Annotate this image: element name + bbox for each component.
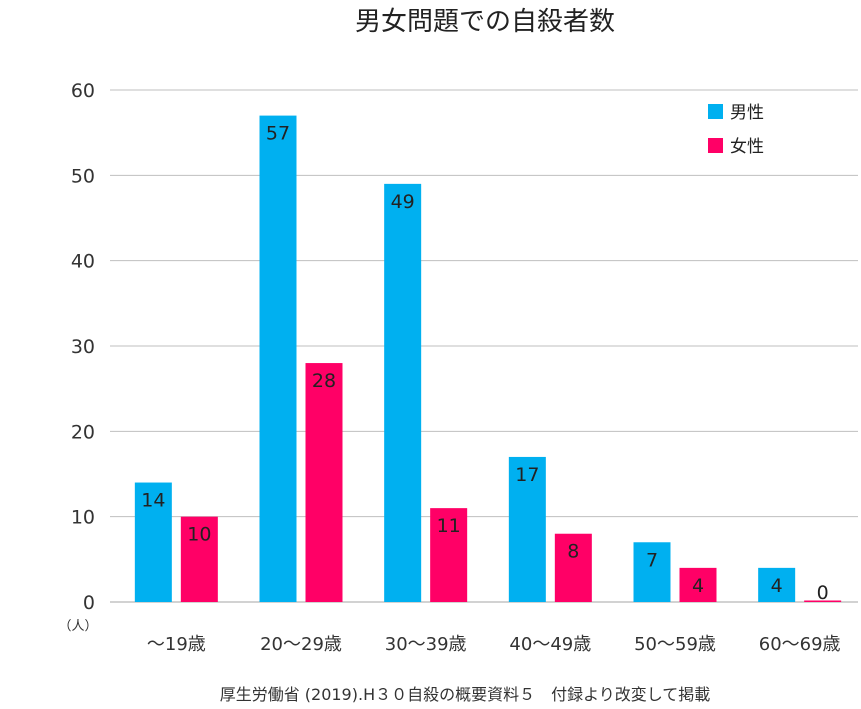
bar-male-3 — [508, 456, 546, 602]
y-tick-label: 10 — [71, 507, 95, 529]
data-label: 8 — [567, 541, 579, 563]
legend-swatch-0 — [708, 104, 723, 119]
bar-male-2 — [384, 183, 422, 602]
bar-male-5 — [758, 567, 796, 602]
data-label: 4 — [771, 575, 783, 597]
bars: 14 10 57 28 49 11 17 8 7 4 4 0 — [134, 115, 842, 604]
data-label: 10 — [187, 524, 211, 546]
bar-female-0 — [180, 516, 218, 602]
y-axis: 0 10 20 30 40 50 60 — [71, 80, 95, 614]
x-category-label: 40〜49歳 — [509, 634, 591, 655]
data-label: 4 — [692, 575, 704, 597]
x-category-label: 〜19歳 — [147, 634, 206, 655]
data-label: 0 — [817, 582, 829, 604]
legend-swatch-1 — [708, 138, 723, 153]
gridlines — [110, 89, 858, 603]
x-category-label: 30〜39歳 — [385, 634, 467, 655]
data-label: 28 — [312, 370, 336, 392]
x-axis: 〜19歳 20〜29歳 30〜39歳 40〜49歳 50〜59歳 60〜69歳 — [147, 634, 841, 655]
legend-label: 女性 — [730, 137, 764, 157]
data-label: 14 — [141, 490, 165, 512]
data-label: 7 — [646, 549, 658, 571]
y-tick-label: 20 — [71, 421, 95, 443]
bar-female-3 — [554, 533, 592, 602]
chart-title: 男女問題での自殺者数 — [355, 7, 615, 37]
bar-female-2 — [430, 508, 468, 602]
data-label: 57 — [266, 123, 290, 145]
data-label: 11 — [437, 515, 461, 537]
bar-male-0 — [134, 482, 172, 602]
bar-male-4 — [633, 542, 671, 602]
x-category-label: 60〜69歳 — [759, 634, 841, 655]
source-note: 厚生労働省 (2019).H３０自殺の概要資料５ 付録より改変して掲載 — [220, 685, 711, 704]
y-tick-label: 60 — [71, 80, 95, 102]
bar-male-1 — [259, 115, 297, 602]
bar-female-5 — [804, 600, 842, 602]
data-label: 17 — [515, 464, 539, 486]
bar-female-4 — [679, 567, 717, 602]
data-label: 49 — [391, 191, 415, 213]
y-unit-label: （人） — [58, 619, 97, 634]
y-tick-label: 30 — [71, 336, 95, 358]
y-tick-label: 40 — [71, 251, 95, 273]
bar-female-1 — [305, 363, 343, 602]
legend-label: 男性 — [730, 103, 764, 123]
x-category-label: 20〜29歳 — [260, 634, 342, 655]
y-tick-label: 50 — [71, 165, 95, 187]
y-tick-label: 0 — [83, 592, 95, 614]
x-category-label: 50〜59歳 — [634, 634, 716, 655]
